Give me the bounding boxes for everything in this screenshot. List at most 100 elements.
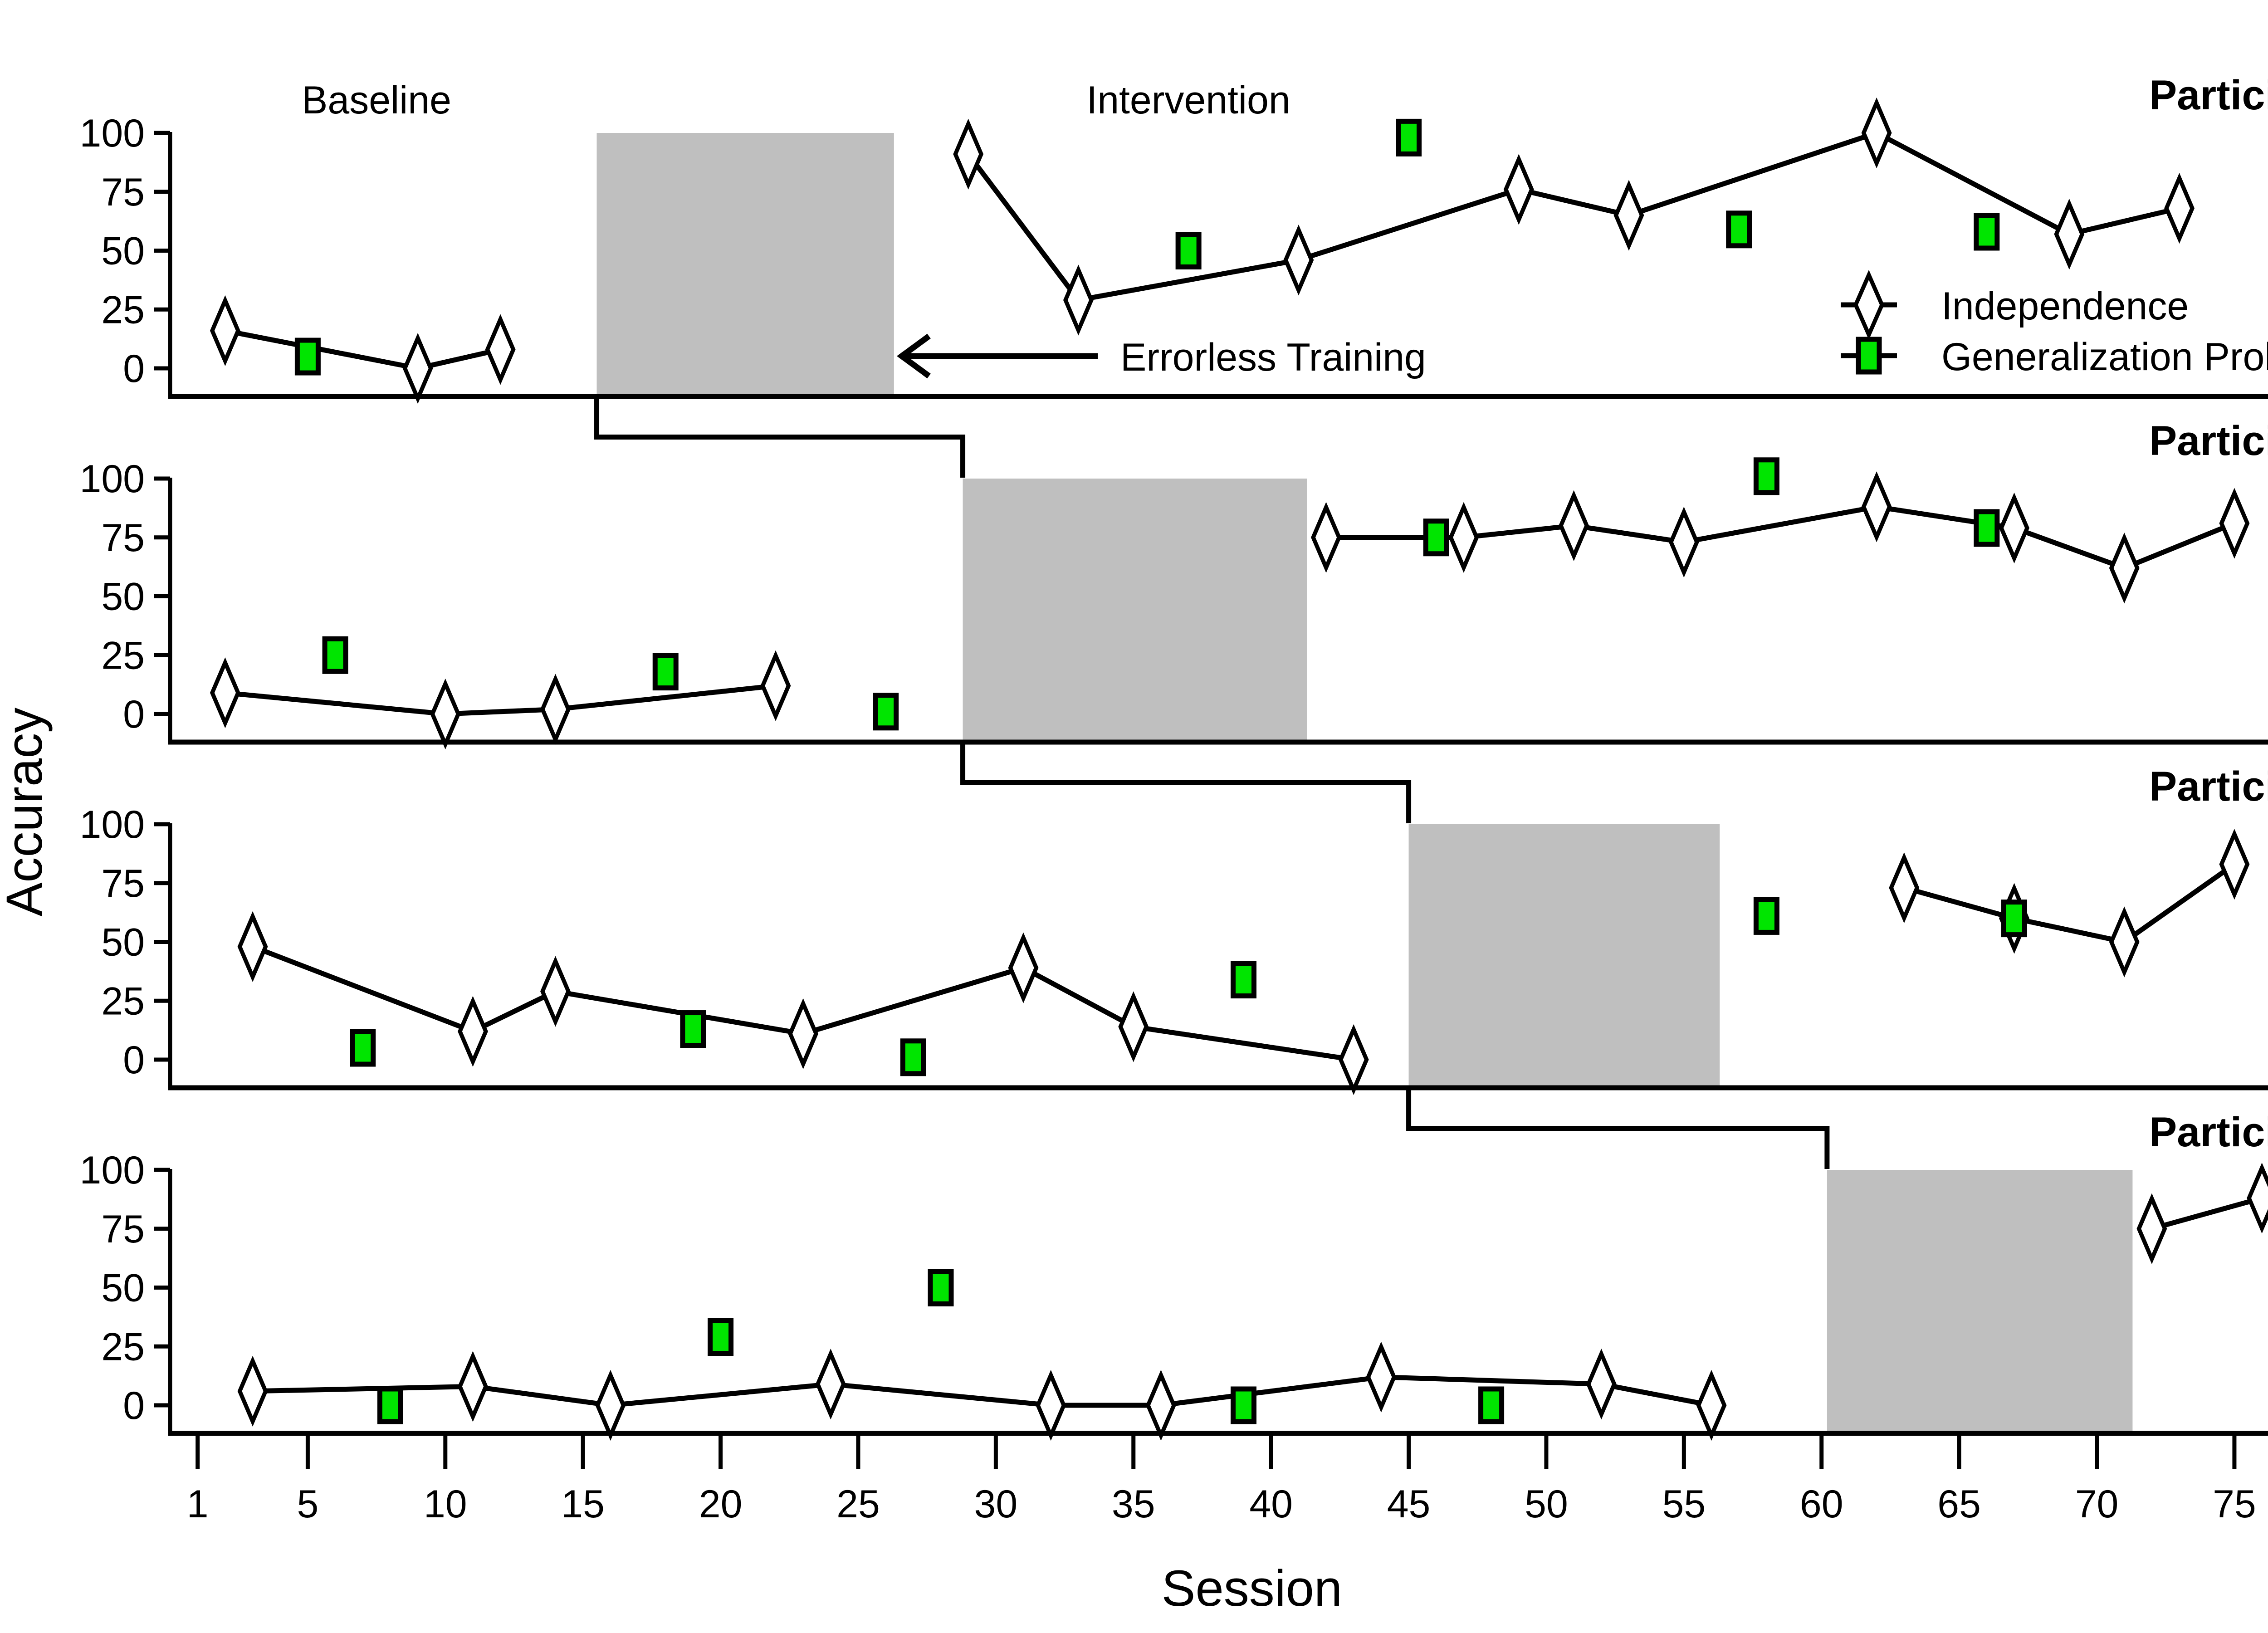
phase-change-step-line xyxy=(1406,1088,1830,1169)
independence-marker xyxy=(2164,172,2195,244)
independence-marker xyxy=(458,996,488,1067)
y-tick-label: 75 xyxy=(101,516,145,560)
independence-marker xyxy=(1008,932,1039,1003)
independence-marker xyxy=(1889,852,1920,924)
independence-marker xyxy=(953,118,984,190)
intervention-shaded-region xyxy=(1827,1170,2133,1433)
y-tick-label: 100 xyxy=(80,457,145,501)
left-arrow-icon xyxy=(897,333,931,379)
generalization-probe-marker xyxy=(900,1038,926,1076)
participant-panel: 0 25 50 75 100 Participant 1 xyxy=(80,72,2268,404)
y-tick-label: 100 xyxy=(80,112,145,155)
y-tick-label: 0 xyxy=(123,347,145,391)
panels-layer: 0 25 50 75 100 Participant 1 0 25 50 75 100 Partici… xyxy=(80,72,2268,1441)
independence-marker xyxy=(1063,264,1094,336)
independence-marker xyxy=(540,674,571,745)
independence-marker xyxy=(1118,991,1149,1062)
generalization-probe-marker xyxy=(1753,457,1779,495)
x-tick-label: 30 xyxy=(974,1482,1018,1526)
y-tick-label: 100 xyxy=(80,803,145,846)
independence-marker xyxy=(1448,502,1479,573)
x-tick-label: 60 xyxy=(1800,1482,1843,1526)
generalization-probe-marker xyxy=(928,1269,954,1306)
y-tick-label: 100 xyxy=(80,1149,145,1192)
independence-marker xyxy=(402,332,433,404)
independence-marker xyxy=(1146,1369,1176,1441)
x-tick-label: 10 xyxy=(424,1482,467,1526)
generalization-probe-marker xyxy=(1974,213,2000,251)
independence-marker xyxy=(815,1349,846,1420)
independence-marker xyxy=(210,657,240,728)
legend-independence-icon xyxy=(1853,269,1884,340)
participant-panel: 0 25 50 75 100 Participant 2 xyxy=(80,418,2268,750)
x-tick-label: 70 xyxy=(2075,1482,2119,1526)
generalization-probe-marker xyxy=(377,1386,403,1424)
independence-marker xyxy=(485,314,516,385)
independence-marker xyxy=(1338,1024,1369,1095)
errorless-training-label: Errorless Training xyxy=(1120,336,1426,379)
legend-probe-icon xyxy=(1856,337,1882,375)
independence-marker xyxy=(2136,1193,2167,1264)
participant-panel: 0 25 50 75 100 Participant 3 xyxy=(80,763,2268,1095)
y-tick-label: 50 xyxy=(101,230,145,273)
x-tick-label: 65 xyxy=(1937,1482,1981,1526)
independence-marker xyxy=(595,1369,626,1441)
x-tick-label: 5 xyxy=(297,1482,318,1526)
y-tick-label: 0 xyxy=(123,1038,145,1082)
intervention-shaded-region xyxy=(1408,824,1720,1088)
independence-marker xyxy=(1613,180,1644,251)
independence-marker xyxy=(458,1351,488,1422)
generalization-probe-marker xyxy=(1230,1386,1256,1424)
independence-marker xyxy=(1999,492,2029,564)
legend-entry-label: Generalization Probe xyxy=(1941,335,2268,379)
generalization-probe-marker xyxy=(873,693,899,731)
independence-marker xyxy=(760,650,791,721)
intervention-shaded-region xyxy=(596,133,894,396)
y-tick-label: 50 xyxy=(101,921,145,964)
generalization-probe-marker xyxy=(652,653,679,691)
independence-marker xyxy=(2109,533,2140,604)
x-tick-label: 45 xyxy=(1387,1482,1431,1526)
generalization-probe-marker xyxy=(294,337,321,376)
independence-marker xyxy=(2247,1163,2268,1234)
panel-title: Participant 1 xyxy=(2149,72,2268,118)
independence-marker xyxy=(1696,1369,1727,1441)
independence-marker xyxy=(2219,829,2250,900)
independence-line xyxy=(2151,1195,2263,1232)
x-tick-label: 55 xyxy=(1662,1482,1706,1526)
generalization-probe-marker xyxy=(1974,509,2000,547)
x-tick-label: 40 xyxy=(1249,1482,1293,1526)
generalization-probe-marker xyxy=(1423,518,1449,557)
y-tick-label: 0 xyxy=(123,693,145,736)
y-tick-label: 75 xyxy=(101,862,145,905)
legend-entry-label: Independence xyxy=(1941,284,2189,328)
generalization-probe-marker xyxy=(2001,900,2027,938)
y-tick-label: 0 xyxy=(123,1384,145,1428)
y-tick-label: 25 xyxy=(101,979,145,1023)
independence-marker xyxy=(1036,1369,1066,1441)
y-tick-label: 50 xyxy=(101,575,145,619)
independence-marker xyxy=(540,956,571,1027)
panel-title: Participant 2 xyxy=(2149,418,2268,464)
independence-marker xyxy=(2219,488,2250,559)
phase-step-line xyxy=(594,396,1830,1169)
annotations-layer: Baseline Intervention Errorless Training In… xyxy=(302,78,2268,379)
independence-line xyxy=(225,683,776,717)
independence-marker xyxy=(1861,97,1892,169)
panel-title: Participant 3 xyxy=(2149,763,2268,810)
phase-change-step-line xyxy=(960,742,1412,823)
x-tick-label: 35 xyxy=(1112,1482,1155,1526)
independence-marker xyxy=(788,998,819,1070)
phase-change-step-line xyxy=(594,396,966,478)
independence-marker xyxy=(1503,154,1534,225)
independence-marker xyxy=(1311,502,1341,573)
panel-title: Participant 4 xyxy=(2149,1109,2268,1155)
independence-line xyxy=(1326,504,2235,571)
independence-marker xyxy=(237,911,268,983)
generalization-probe-marker xyxy=(1396,118,1422,156)
independence-marker xyxy=(1366,1341,1397,1413)
independence-marker xyxy=(2109,906,2140,978)
participant-panel: 0 25 50 75 100 Participant 4 xyxy=(80,1109,2268,1441)
